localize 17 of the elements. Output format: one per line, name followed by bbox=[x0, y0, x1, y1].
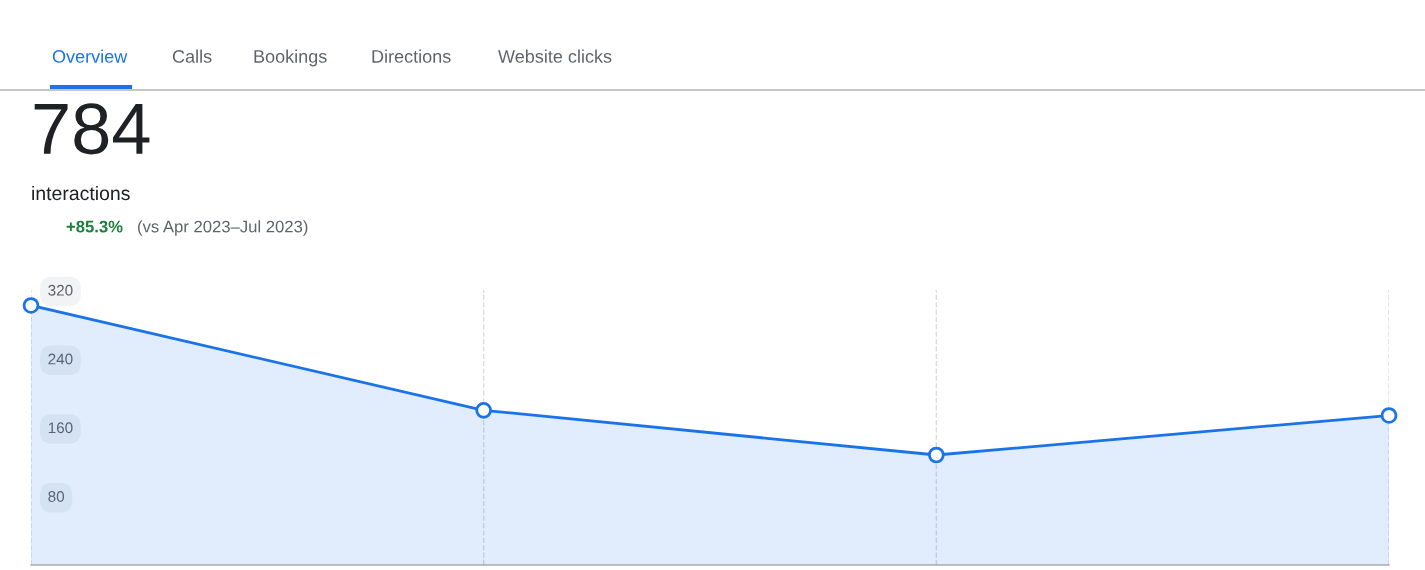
point bbox=[22, 297, 40, 314]
text: Overview bbox=[52, 49, 128, 63]
text: +85.3% bbox=[66, 220, 123, 233]
y-tick-label: 240 bbox=[48, 353, 73, 365]
text: Website clicks bbox=[498, 49, 612, 63]
point bbox=[928, 446, 945, 464]
y-tick-label: 80 bbox=[48, 491, 65, 502]
y-tick-label: 320 bbox=[48, 284, 73, 296]
text: Bookings bbox=[254, 49, 327, 67]
y-tick-label: 160 bbox=[48, 422, 73, 434]
point bbox=[475, 401, 492, 419]
point bbox=[1380, 407, 1398, 424]
text: Directions bbox=[372, 49, 451, 63]
text: (vs Apr 2023–Jul 2023) bbox=[138, 220, 308, 236]
chart-title: 784 bbox=[34, 103, 150, 155]
chart-subtitle: interactions bbox=[32, 185, 130, 201]
text: Calls bbox=[172, 49, 212, 63]
